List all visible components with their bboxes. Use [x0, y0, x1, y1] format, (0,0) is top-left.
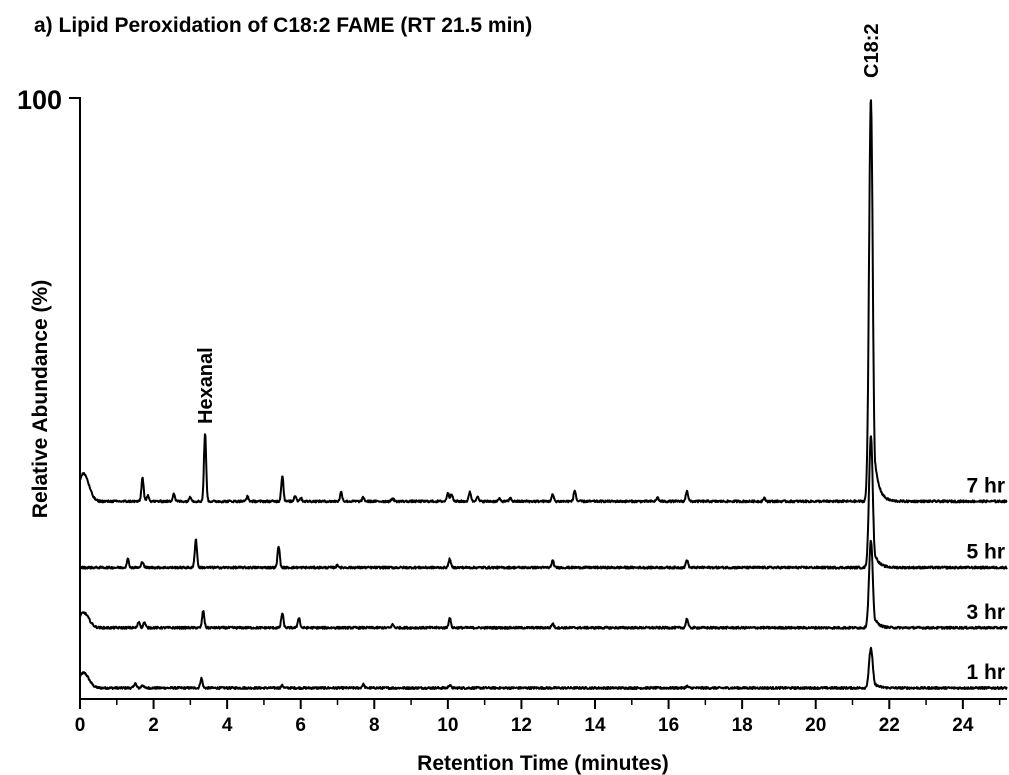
- x-tick-label: 4: [222, 715, 233, 736]
- x-tick-label: 22: [879, 715, 900, 736]
- trace-label: 3 hr: [966, 601, 1005, 624]
- trace-label: 5 hr: [966, 541, 1005, 564]
- x-tick-label: 6: [295, 715, 306, 736]
- trace-line: [79, 99, 1008, 504]
- peak-annotation: C18:2: [861, 24, 883, 78]
- peak-annotation: Hexanal: [195, 347, 217, 424]
- trace-labels: 1 hr 3 hr 5 hr 7 hr: [966, 474, 1005, 684]
- x-tick-label: 0: [75, 715, 86, 736]
- trace-line: [79, 435, 1008, 570]
- x-tick-label: 12: [511, 715, 532, 736]
- trace-line: [79, 646, 1008, 690]
- x-tick-label: 18: [732, 715, 753, 736]
- traces: [79, 99, 1008, 690]
- x-tick-label: 20: [805, 715, 826, 736]
- x-axis-label: Retention Time (minutes): [417, 752, 669, 775]
- x-tick-label: 8: [369, 715, 380, 736]
- y-axis-top-label: 100: [17, 85, 62, 115]
- x-tick-label: 16: [658, 715, 679, 736]
- y-axis-label: Relative Abundance (%): [29, 280, 52, 518]
- axes: 100: [17, 85, 1007, 700]
- x-tick-label: 24: [952, 715, 974, 736]
- trace-line: [79, 539, 1008, 630]
- x-tick-label: 14: [584, 715, 606, 736]
- x-ticks: 0 2 4 6 8 10 12 14 16 18 20 22 24: [75, 700, 1001, 736]
- trace-label: 7 hr: [966, 474, 1005, 497]
- x-tick-label: 10: [437, 715, 458, 736]
- trace-label: 1 hr: [966, 661, 1005, 684]
- chart-title: a) Lipid Peroxidation of C18:2 FAME (RT …: [34, 14, 532, 37]
- annotations: Hexanal C18:2: [195, 24, 883, 424]
- x-tick-label: 2: [148, 715, 159, 736]
